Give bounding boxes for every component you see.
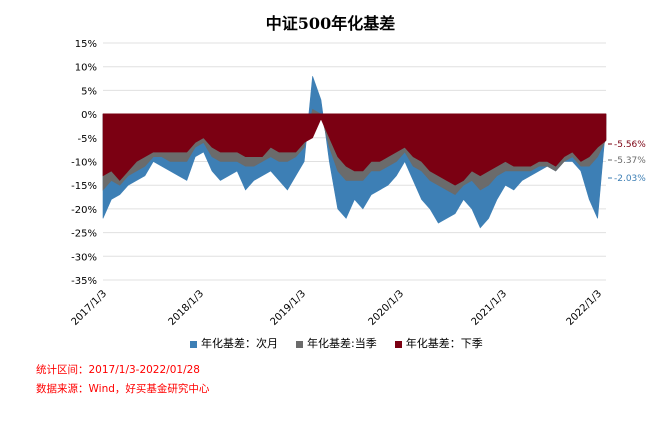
- legend-item-next-quarter: 年化基差：下季: [394, 335, 483, 351]
- y-tick-label: -30%: [71, 252, 97, 263]
- x-tick-label: 2018/1/3: [167, 288, 207, 328]
- legend-item-next-month: 年化基差：次月: [190, 335, 278, 351]
- end-label: -2.03%: [614, 174, 646, 184]
- x-tick-label: 2022/1/3: [565, 288, 605, 328]
- source-note: 数据来源：Wind，好买基金研究中心: [36, 383, 210, 395]
- chart-title: 中证500年化基差: [265, 14, 396, 33]
- x-tick-label: 2020/1/3: [367, 288, 407, 328]
- y-tick-label: 15%: [75, 39, 97, 50]
- y-tick-label: -5%: [78, 134, 97, 145]
- range-note: 统计区间：2017/1/3-2022/01/28: [36, 364, 200, 376]
- legend-swatch: [190, 340, 197, 348]
- y-tick-label: -10%: [71, 158, 97, 169]
- legend-swatch: [296, 340, 303, 348]
- x-tick-label: 2019/1/3: [269, 288, 309, 328]
- y-tick-label: -20%: [71, 205, 97, 216]
- legend: 年化基差：次月 年化基差:当季 年化基差：下季: [190, 335, 483, 351]
- legend-swatch: [394, 340, 402, 348]
- end-label: -5.56%: [614, 140, 646, 150]
- y-tick-label: -25%: [71, 229, 97, 240]
- x-tick-label: 2021/1/3: [470, 288, 510, 328]
- y-tick-label: -15%: [71, 181, 97, 192]
- x-tick-label: 2017/1/3: [70, 288, 110, 328]
- series-area-2: [102, 113, 607, 186]
- y-tick-label: 10%: [75, 63, 97, 74]
- end-label: -5.37%: [614, 156, 646, 166]
- y-tick-label: 5%: [81, 86, 97, 97]
- legend-item-current-quarter: 年化基差:当季: [296, 335, 377, 351]
- y-tick-label: 0%: [81, 110, 97, 121]
- y-tick-label: -35%: [71, 276, 97, 287]
